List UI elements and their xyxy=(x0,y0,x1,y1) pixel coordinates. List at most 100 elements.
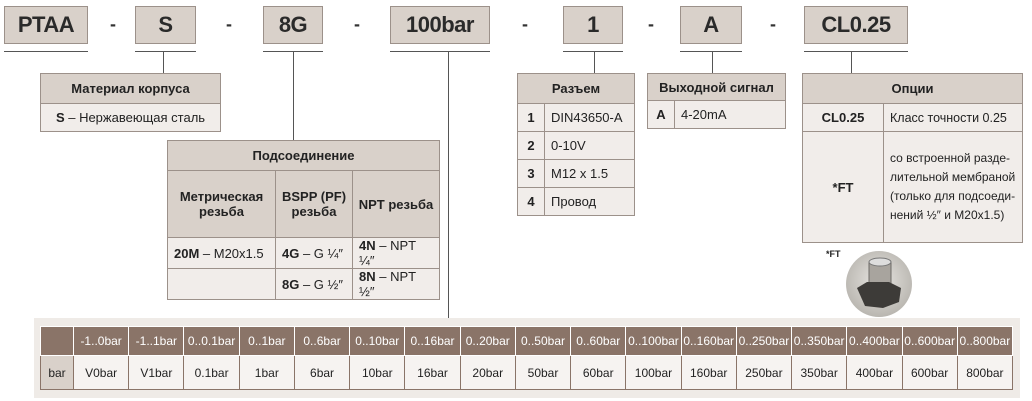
underline xyxy=(135,51,196,52)
range-code: 600bar xyxy=(901,355,958,390)
code-options: CL0.25 xyxy=(804,6,908,44)
range-header: 0..10bar xyxy=(349,326,406,356)
underline xyxy=(680,51,742,52)
code-series: PTAA xyxy=(4,6,88,44)
range-table: -1..0bar -1..1bar 0..0.1bar 0..1bar 0..6bar 0… xyxy=(40,326,1014,390)
options-table: Опции CL0.25 Класс точности 0.25 *FT со вс… xyxy=(802,73,1023,243)
connection-title: Подсоединение xyxy=(167,140,440,171)
connection-table: Подсоединение Метрическая резьба BSPP (P… xyxy=(167,140,440,300)
range-code: 0.1bar xyxy=(183,355,240,390)
material-title: Материал корпуса xyxy=(40,73,221,104)
material-row: S – Нержавеющая сталь xyxy=(40,103,221,132)
range-header: 0..250bar xyxy=(735,326,793,356)
connector-line xyxy=(594,52,595,73)
range-header: 0..6bar xyxy=(293,326,351,356)
key: 1 xyxy=(517,103,545,132)
code-range: 100bar xyxy=(390,6,490,44)
connector-line xyxy=(851,52,852,73)
separator: - xyxy=(648,14,654,34)
cell xyxy=(167,268,276,300)
key: 4 xyxy=(517,187,545,216)
range-header-row: -1..0bar -1..1bar 0..0.1bar 0..1bar 0..6bar 0… xyxy=(40,326,1014,356)
code-output: A xyxy=(680,6,742,44)
range-code: 160bar xyxy=(680,355,737,390)
range-header: 0..350bar xyxy=(791,326,848,356)
connector-line xyxy=(163,52,164,73)
key: *FT xyxy=(802,131,884,243)
output-title: Выходной сигнал xyxy=(647,73,786,101)
range-header: 0..50bar xyxy=(514,326,572,356)
range-code: 6bar xyxy=(293,355,351,390)
range-code: 60bar xyxy=(570,355,627,390)
range-code: 1bar xyxy=(238,355,295,390)
code-connector: 1 xyxy=(563,6,623,44)
range-code: 250bar xyxy=(735,355,793,390)
range-header: -1..1bar xyxy=(128,326,185,356)
cell: 20M – M20x1.5 xyxy=(167,237,276,269)
key: 2 xyxy=(517,131,545,160)
range-header: 0..0.1bar xyxy=(183,326,240,356)
range-code: 50bar xyxy=(514,355,572,390)
column-header: BSPP (PF) резьба xyxy=(275,170,353,238)
key: CL0.25 xyxy=(802,103,884,132)
ft-image-label: *FT xyxy=(826,249,841,259)
cell: 4G – G ¼″ xyxy=(275,237,353,269)
cell: 4N – NPT ¼″ xyxy=(352,237,440,269)
range-header: 0..20bar xyxy=(459,326,516,356)
range-header: 0..60bar xyxy=(570,326,627,356)
underline xyxy=(4,51,88,52)
cell: 8G – G ½″ xyxy=(275,268,353,300)
separator: - xyxy=(110,14,116,34)
range-code: 100bar xyxy=(625,355,682,390)
connector-line xyxy=(448,52,449,320)
options-title: Опции xyxy=(802,73,1023,104)
underline xyxy=(804,51,908,52)
value: Класс точности 0.25 xyxy=(883,103,1023,132)
material-value: – Нержавеющая сталь xyxy=(64,110,206,125)
connector-table: Разъем 1 DIN43650-A 2 0-10V 3 M12 x 1.5 4 Пр… xyxy=(517,73,635,216)
underline xyxy=(263,51,323,52)
ft-fitting-image xyxy=(846,251,912,317)
separator: - xyxy=(770,14,776,34)
column-header: Метрическая резьба xyxy=(167,170,276,238)
range-header: 0..600bar xyxy=(901,326,958,356)
separator: - xyxy=(354,14,360,34)
code-connection: 8G xyxy=(263,6,323,44)
value: 0-10V xyxy=(544,131,635,160)
range-code: 800bar xyxy=(956,355,1014,390)
range-header: 0..16bar xyxy=(404,326,461,356)
material-key: S xyxy=(55,110,65,125)
range-header: 0..100bar xyxy=(625,326,682,356)
code-material: S xyxy=(135,6,196,44)
row-label: bar xyxy=(40,355,74,390)
separator: - xyxy=(522,14,528,34)
material-table: Материал корпуса S – Нержавеющая сталь xyxy=(40,73,221,132)
connector-line xyxy=(293,52,294,140)
value: со встроенной разде-лительной мембраной … xyxy=(883,131,1023,243)
range-code: V0bar xyxy=(72,355,130,390)
key: 3 xyxy=(517,159,545,188)
range-header: 0..160bar xyxy=(680,326,737,356)
range-header: -1..0bar xyxy=(72,326,130,356)
connector-title: Разъем xyxy=(517,73,635,104)
separator: - xyxy=(226,14,232,34)
value: Провод xyxy=(544,187,635,216)
corner-cell xyxy=(40,326,74,356)
value: DIN43650-A xyxy=(544,103,635,132)
range-code-row: bar V0bar V1bar 0.1bar 1bar 6bar 10bar 16bar 20b… xyxy=(40,355,1014,390)
column-header: NPT резьба xyxy=(352,170,440,238)
underline xyxy=(563,51,623,52)
range-header: 0..800bar xyxy=(956,326,1014,356)
key: A xyxy=(647,100,675,129)
range-code: 20bar xyxy=(459,355,516,390)
value: 4-20mA xyxy=(674,100,786,129)
underline xyxy=(390,51,490,52)
value: M12 x 1.5 xyxy=(544,159,635,188)
connector-line xyxy=(712,52,713,73)
cell: 8N – NPT ½″ xyxy=(352,268,440,300)
range-code: V1bar xyxy=(128,355,185,390)
range-code: 10bar xyxy=(349,355,406,390)
range-header: 0..400bar xyxy=(846,326,903,356)
output-table: Выходной сигнал A 4-20mA xyxy=(647,73,786,129)
